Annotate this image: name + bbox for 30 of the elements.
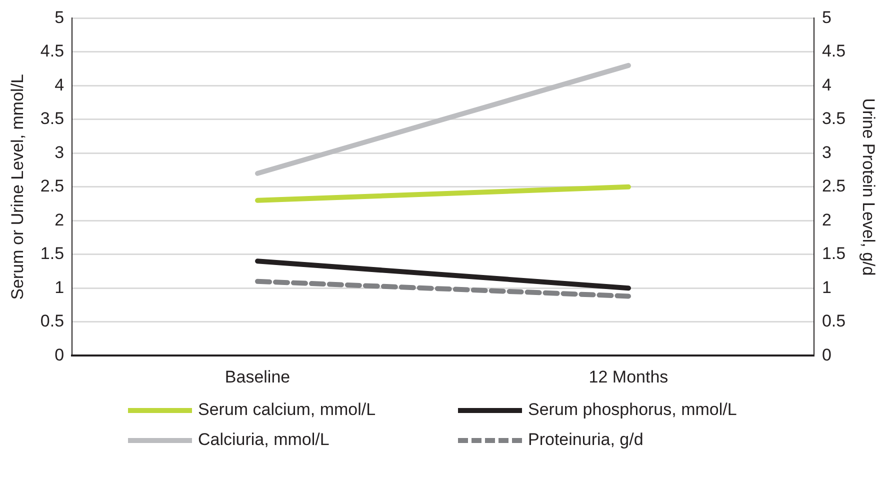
y2-tick-label: 3.5	[822, 109, 846, 128]
y2-tick-label: 4	[822, 75, 832, 94]
x-tick-label: 12 Months	[588, 367, 668, 386]
legend-label: Proteinuria, g/d	[528, 430, 644, 450]
y-tick-label: 2	[54, 210, 64, 230]
y2-axis-title: Urine Protein Level, g/d	[859, 98, 878, 276]
y-tick-label: 1.5	[40, 244, 64, 264]
legend-label: Serum phosphorus, mmol/L	[528, 400, 737, 420]
y-tick-label: 2.5	[40, 176, 64, 196]
y2-tick-label: 0.5	[822, 312, 846, 331]
y-tick-label: 1	[54, 278, 64, 297]
y-tick-label: 4	[54, 75, 64, 94]
legend-label: Calciuria, mmol/L	[198, 430, 330, 450]
y2-tick-label: 4.5	[822, 42, 846, 61]
y2-tick-label: 1.5	[822, 244, 846, 264]
y2-tick-label: 2	[822, 210, 832, 230]
y-tick-label: 0	[54, 345, 64, 364]
y-tick-label: 0.5	[40, 312, 64, 331]
y-tick-label: 3.5	[40, 109, 64, 128]
y2-tick-label: 5	[822, 8, 832, 27]
y-tick-label: 3	[54, 142, 64, 162]
y-axis-title: Serum or Urine Level, mmol/L	[8, 74, 27, 300]
y-tick-label: 5	[54, 8, 64, 27]
legend-label: Serum calcium, mmol/L	[198, 400, 376, 420]
x-tick-label: Baseline	[224, 367, 290, 386]
y2-tick-label: 3	[822, 142, 832, 162]
y2-tick-label: 0	[822, 345, 832, 364]
y2-tick-label: 1	[822, 278, 832, 297]
y2-tick-label: 2.5	[822, 176, 846, 196]
y-tick-label: 4.5	[40, 42, 64, 61]
